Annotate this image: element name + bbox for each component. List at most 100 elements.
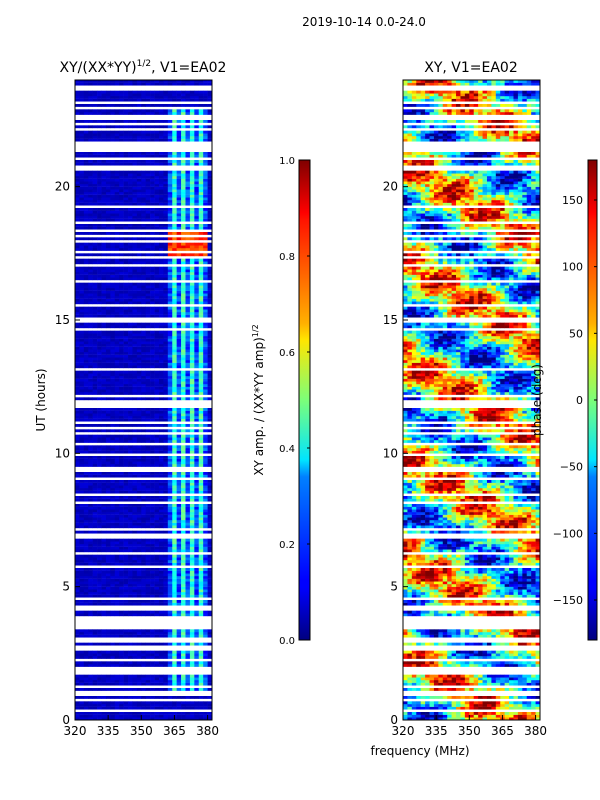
- heatmap-cell: [83, 717, 89, 720]
- heatmap-cell: [119, 522, 124, 526]
- heatmap-cell: [88, 610, 93, 614]
- heatmap-cell: [176, 341, 182, 345]
- heatmap-cell: [92, 570, 98, 574]
- heatmap-cell: [119, 544, 124, 547]
- heatmap-cell: [163, 514, 169, 518]
- heatmap-cell: [110, 274, 116, 278]
- heatmap-cell: [207, 472, 212, 475]
- heatmap-cell: [119, 253, 124, 257]
- heatmap-cell: [207, 661, 212, 665]
- heatmap-cell: [105, 485, 111, 489]
- heatmap-cell: [189, 653, 195, 657]
- heatmap-cell: [101, 208, 107, 211]
- heatmap-cell: [141, 133, 147, 137]
- heatmap-cell: [88, 557, 93, 561]
- heatmap-cell: [189, 344, 195, 347]
- heatmap-cell: [88, 274, 93, 278]
- heatmap-cell: [185, 594, 191, 598]
- heatmap-cell: [176, 448, 182, 451]
- heatmap-cell: [136, 208, 142, 211]
- heatmap-cell: [92, 525, 98, 529]
- heatmap-cell: [92, 178, 98, 182]
- heatmap-cell: [101, 344, 107, 347]
- heatmap-cell: [75, 322, 80, 326]
- heatmap-cell: [88, 613, 93, 617]
- heatmap-cell: [83, 706, 89, 710]
- heatmap-cell: [158, 370, 164, 374]
- heatmap-cell: [145, 189, 151, 193]
- heatmap-cell: [97, 210, 102, 214]
- heatmap-cell: [141, 677, 147, 681]
- heatmap-cell: [114, 544, 120, 547]
- heatmap-cell: [105, 245, 111, 249]
- heatmap-cell: [189, 210, 195, 214]
- heatmap-cell: [163, 192, 169, 195]
- heatmap-cell: [198, 717, 204, 720]
- heatmap-cell: [198, 344, 204, 347]
- heatmap-cell: [203, 538, 208, 542]
- heatmap-cell: [101, 717, 107, 720]
- heatmap-cell: [114, 242, 120, 246]
- heatmap-cell: [176, 485, 182, 489]
- heatmap-cell: [198, 570, 204, 574]
- heatmap-cell: [172, 237, 177, 241]
- heatmap-cell: [79, 325, 85, 329]
- heatmap-cell: [110, 504, 116, 507]
- heatmap-cell: [181, 677, 186, 681]
- heatmap-cell: [189, 408, 195, 411]
- heatmap-cell: [167, 474, 173, 478]
- heatmap-cell: [203, 602, 208, 606]
- heatmap-cell: [158, 594, 164, 598]
- heatmap-cell: [110, 194, 116, 198]
- heatmap-cell: [167, 194, 173, 198]
- heatmap-cell: [167, 178, 173, 182]
- heatmap-cell: [154, 429, 160, 433]
- heatmap-cell: [110, 712, 116, 715]
- heatmap-cell: [105, 330, 111, 334]
- heatmap-cell: [75, 384, 80, 387]
- heatmap-cell: [150, 376, 155, 379]
- heatmap-cell: [189, 650, 195, 654]
- heatmap-cell: [83, 301, 89, 305]
- heatmap-cell: [97, 424, 102, 427]
- heatmap-cell: [145, 258, 151, 262]
- heatmap-cell: [189, 202, 195, 206]
- heatmap-cell: [181, 461, 186, 465]
- heatmap-cell: [119, 525, 124, 529]
- heatmap-cell: [158, 378, 164, 382]
- heatmap-cell: [83, 480, 89, 483]
- heatmap-cell: [145, 301, 151, 305]
- heatmap-cell: [185, 330, 191, 334]
- heatmap-cell: [154, 384, 160, 387]
- heatmap-cell: [88, 480, 93, 483]
- heatmap-cell: [194, 306, 200, 310]
- heatmap-cell: [132, 586, 138, 590]
- heatmap-cell: [136, 488, 142, 491]
- heatmap-cell: [150, 360, 155, 363]
- heatmap-cell: [136, 557, 142, 561]
- heatmap-cell: [136, 200, 142, 203]
- heatmap-cell: [105, 125, 111, 129]
- heatmap-cell: [150, 410, 155, 414]
- heatmap-cell: [145, 437, 151, 441]
- heatmap-cell: [163, 389, 169, 393]
- heatmap-cell: [189, 586, 195, 590]
- heatmap-cell: [158, 586, 164, 590]
- heatmap-cell: [101, 488, 107, 491]
- heatmap-cell: [167, 152, 173, 155]
- heatmap-cell: [185, 549, 191, 553]
- heatmap-cell: [123, 210, 129, 214]
- heatmap-cell: [136, 336, 142, 339]
- heatmap-cell: [198, 178, 204, 182]
- heatmap-cell: [198, 554, 204, 558]
- heatmap-cell: [79, 514, 85, 518]
- heatmap-cell: [97, 218, 102, 222]
- heatmap-cell: [114, 397, 120, 401]
- heatmap-cell: [75, 410, 80, 414]
- heatmap-cell: [189, 197, 195, 201]
- heatmap-cell: [75, 392, 80, 395]
- heatmap-cell: [132, 592, 138, 595]
- heatmap-cell: [123, 560, 129, 563]
- heatmap-cell: [132, 562, 138, 566]
- heatmap-cell: [141, 632, 147, 635]
